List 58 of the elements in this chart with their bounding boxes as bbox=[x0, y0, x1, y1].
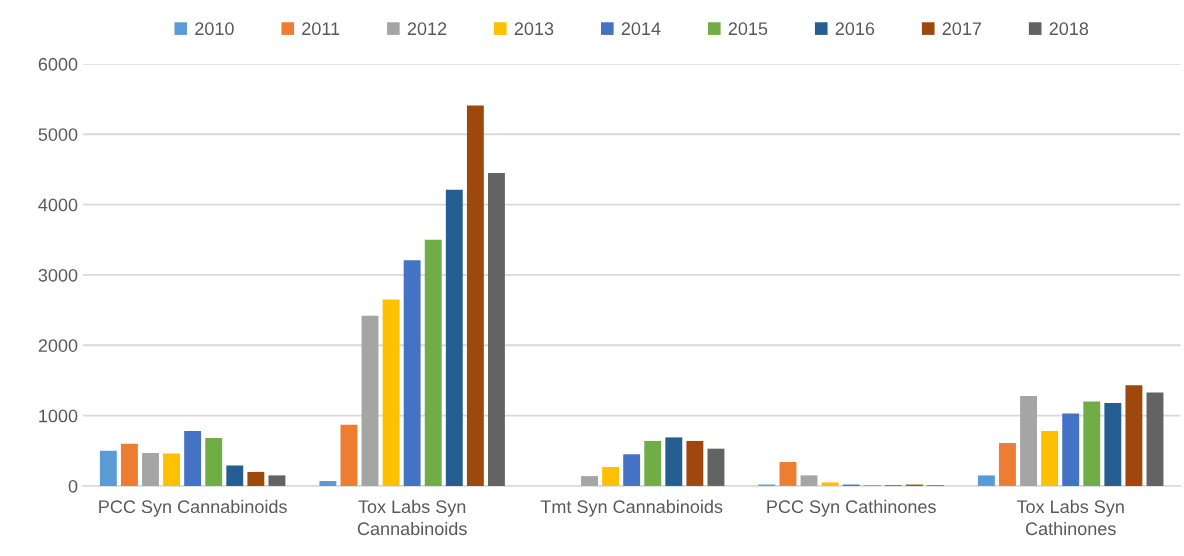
bar bbox=[487, 172, 505, 486]
bar bbox=[665, 437, 683, 486]
bar bbox=[999, 443, 1016, 486]
bar bbox=[466, 105, 484, 486]
bar bbox=[602, 466, 620, 486]
bar bbox=[1020, 395, 1037, 486]
bar bbox=[623, 454, 641, 486]
bar bbox=[120, 443, 138, 486]
y-tick-label: 5000 bbox=[38, 128, 78, 141]
bar bbox=[1041, 431, 1059, 486]
y-tick-label: 4000 bbox=[38, 198, 78, 212]
bar bbox=[779, 462, 797, 486]
bar bbox=[707, 448, 725, 486]
bar bbox=[247, 471, 265, 486]
legend-label: 2017 bbox=[942, 22, 982, 36]
bar bbox=[382, 299, 400, 486]
bar bbox=[1146, 392, 1164, 486]
bar bbox=[1104, 402, 1122, 486]
bar bbox=[1062, 413, 1080, 486]
bar bbox=[361, 315, 379, 486]
x-tick-label: Tmt Syn Cannabinoids bbox=[540, 499, 723, 517]
bar bbox=[644, 440, 662, 486]
bar bbox=[800, 475, 818, 486]
x-tick-label: Tox Labs Syn Cannabinoids bbox=[357, 499, 467, 536]
legend-label: 2015 bbox=[728, 22, 768, 36]
bar bbox=[268, 475, 286, 486]
bar bbox=[977, 475, 995, 486]
bar bbox=[445, 189, 463, 486]
y-tick-label: 6000 bbox=[38, 57, 78, 71]
bar bbox=[319, 481, 337, 486]
legend-label: 2018 bbox=[1049, 22, 1089, 36]
bar bbox=[686, 440, 704, 486]
bar bbox=[163, 453, 181, 486]
x-tick-label: PCC Syn Cannabinoids bbox=[99, 499, 287, 517]
legend-label: 2010 bbox=[195, 22, 234, 36]
legend-label: 2014 bbox=[621, 22, 661, 36]
bar bbox=[821, 482, 839, 486]
bar bbox=[142, 452, 159, 486]
bar bbox=[184, 431, 202, 486]
y-tick-label: 2000 bbox=[38, 339, 78, 352]
legend-label: 2012 bbox=[407, 22, 447, 36]
legend-label: 2016 bbox=[835, 22, 875, 36]
bar bbox=[1125, 385, 1143, 486]
bar bbox=[226, 465, 244, 486]
bar bbox=[340, 424, 358, 486]
x-tick-label: PCC Syn Cathinones bbox=[767, 499, 936, 517]
bar bbox=[205, 438, 223, 486]
x-tick-label: Tox Labs Syn Cathinones bbox=[1016, 499, 1124, 536]
bar bbox=[581, 476, 598, 486]
y-tick-label: 3000 bbox=[38, 268, 78, 282]
legend-label: 2011 bbox=[302, 22, 340, 36]
legend-label: 2013 bbox=[514, 22, 554, 36]
bar bbox=[424, 239, 442, 486]
bar bbox=[99, 450, 117, 486]
y-tick-label: 1000 bbox=[39, 409, 78, 423]
y-tick-label: 0 bbox=[68, 479, 78, 493]
bar bbox=[1083, 401, 1101, 486]
bar bbox=[403, 260, 421, 486]
